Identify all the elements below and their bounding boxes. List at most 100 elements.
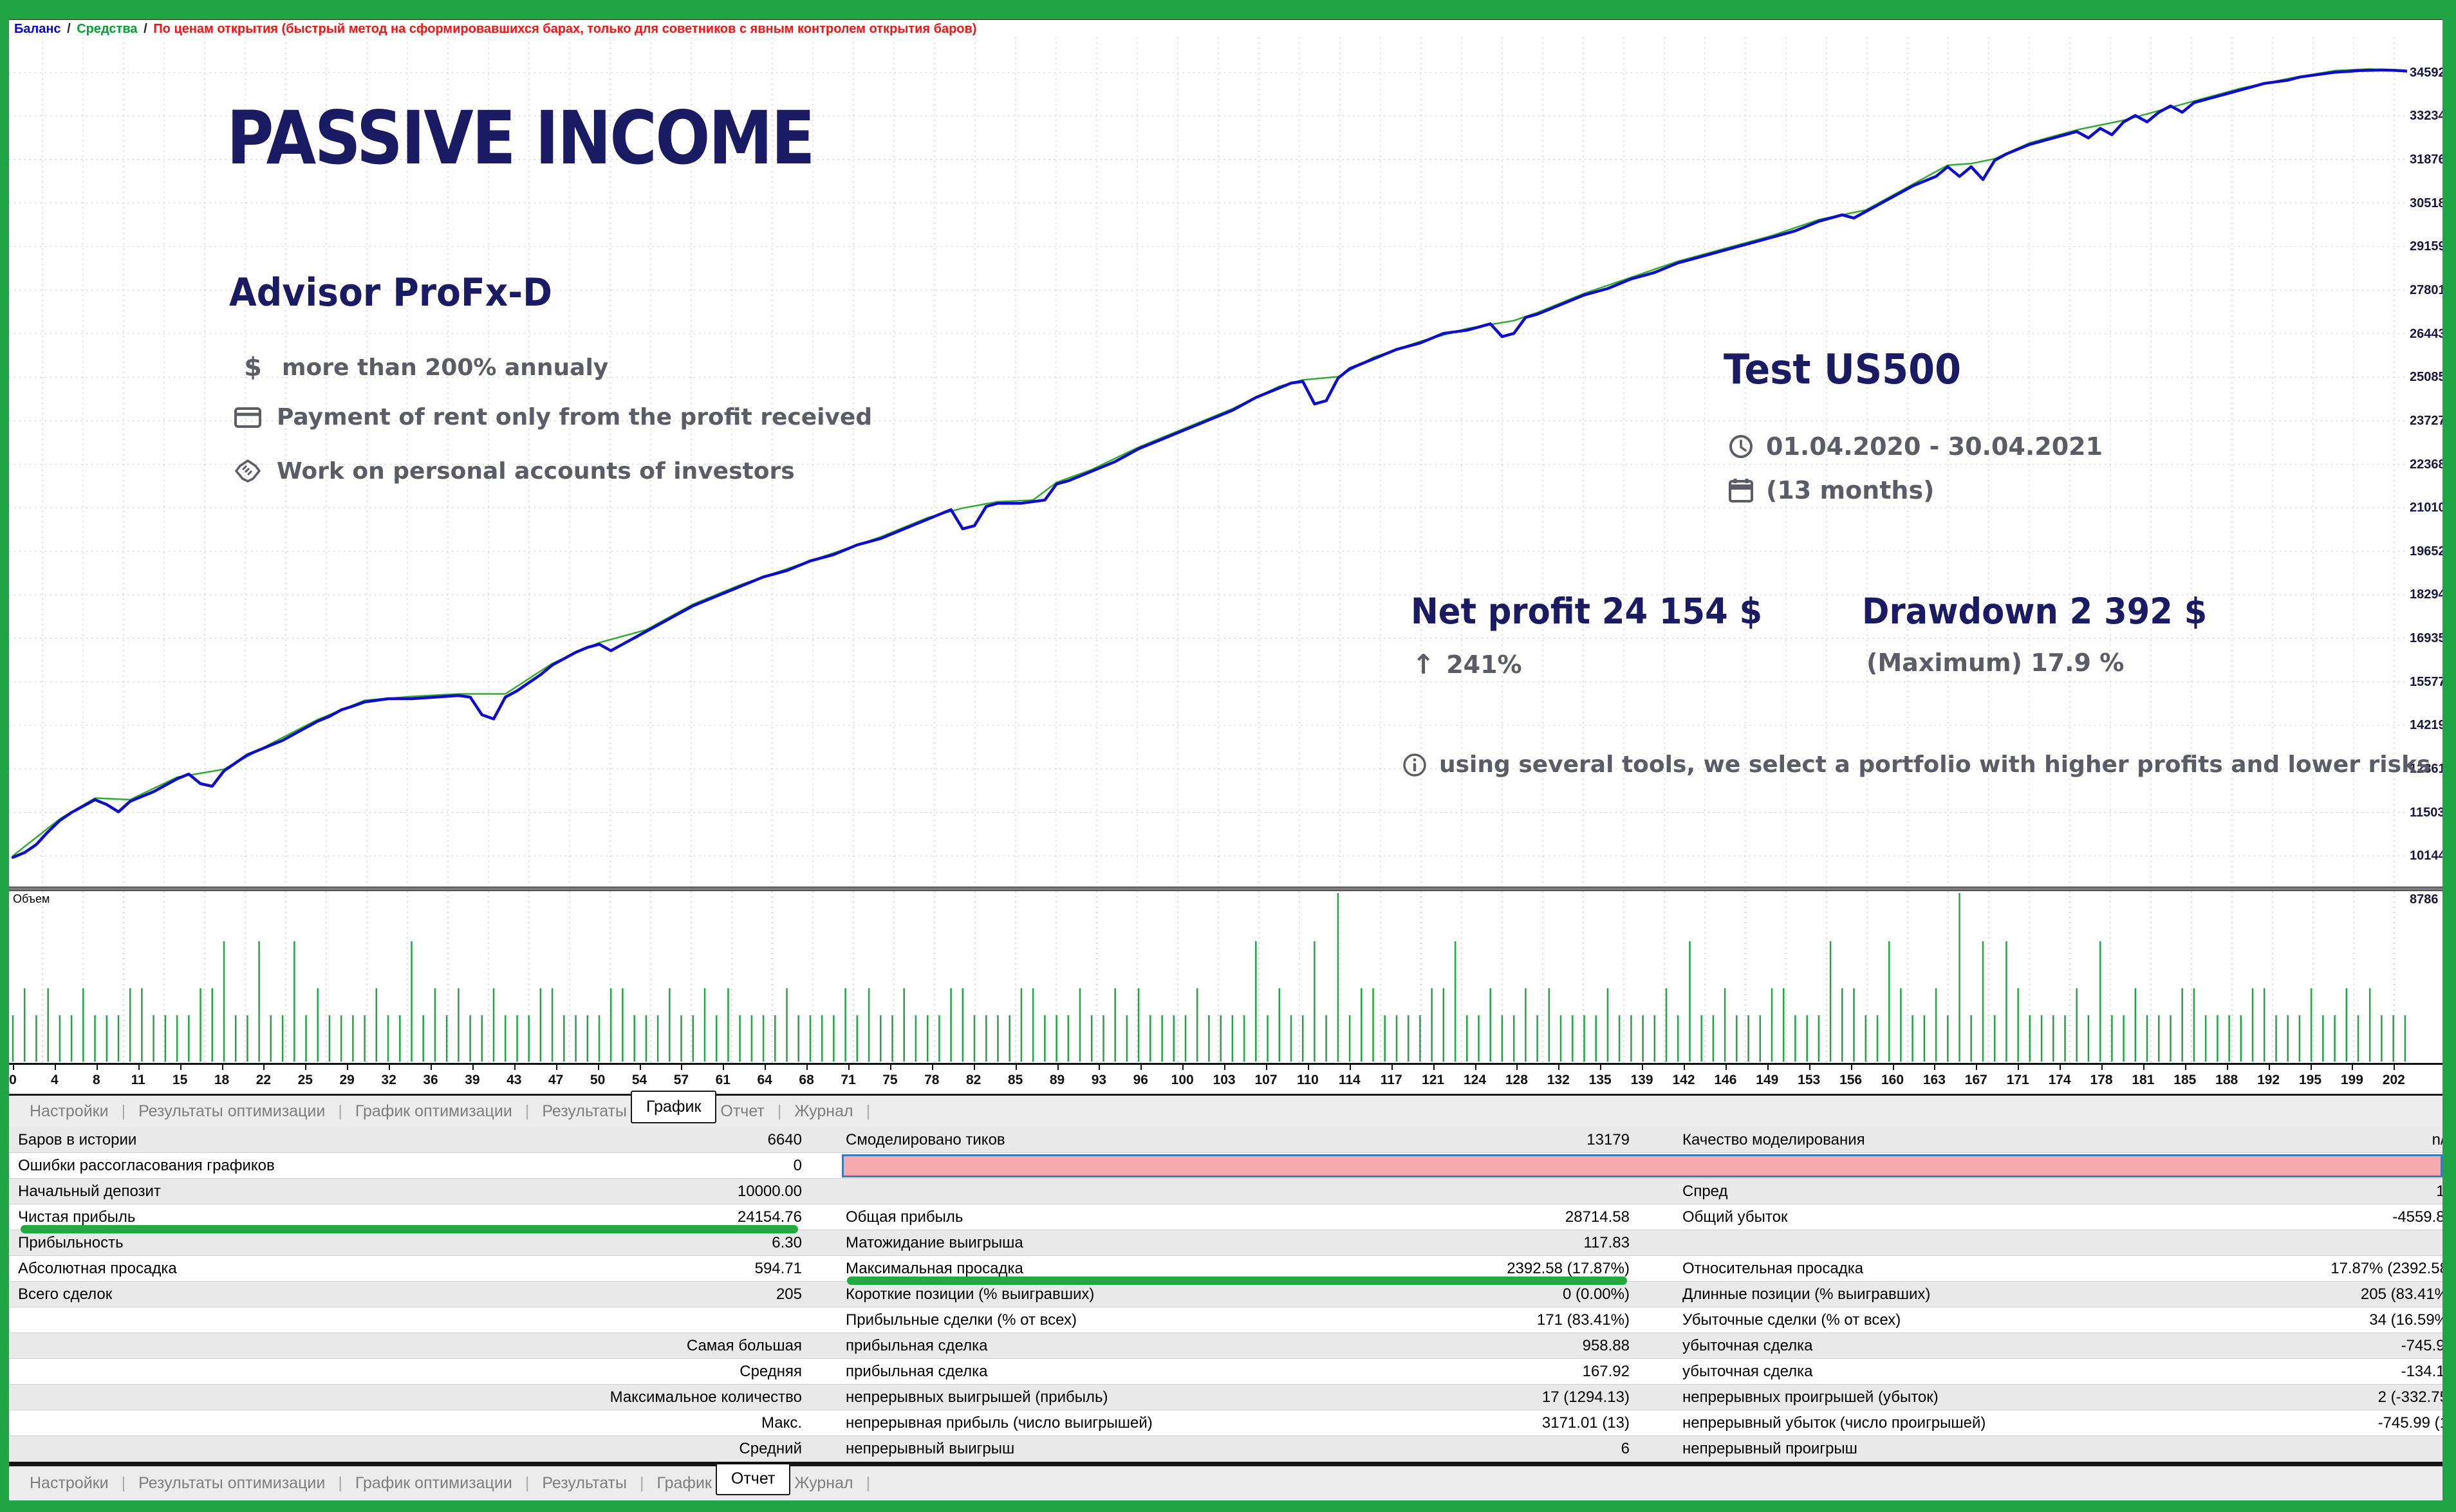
report-value: 0 (0.00%): [1562, 1286, 1630, 1303]
report-label: Убыточные сделки (% от всех): [1682, 1311, 1901, 1329]
tab-отчет[interactable]: Отчет: [720, 1102, 765, 1120]
x-axis-tick: [2226, 1065, 2228, 1070]
tab-журнал[interactable]: Журнал: [794, 1102, 853, 1120]
tab-separator: |: [639, 1474, 644, 1492]
x-axis-label: 25: [297, 1073, 313, 1087]
tab-журнал[interactable]: Журнал: [794, 1474, 853, 1492]
pane-splitter[interactable]: [9, 887, 2442, 891]
y-axis-label: 29159: [2410, 239, 2446, 254]
legend-method: По ценам открытия (быстрый метод на сфор…: [153, 22, 977, 36]
table-row: Баров в истории 6640 Смоделировано тиков 13…: [9, 1127, 2453, 1153]
report-label: Средняя: [740, 1363, 802, 1380]
y-axis-label: 31876: [2410, 152, 2446, 167]
tab-отчет[interactable]: Отчет: [715, 1462, 791, 1495]
x-axis-label: 202: [2382, 1073, 2405, 1087]
x-axis-tick: [931, 1065, 933, 1070]
x-axis-label: 181: [2132, 1073, 2155, 1087]
drawdown-highlight: [847, 1277, 1627, 1285]
x-axis-tick: [180, 1065, 181, 1070]
y-axis-label: 18294: [2410, 587, 2446, 602]
tab-результаты[interactable]: Результаты: [542, 1474, 627, 1492]
report-value: 1: [2003, 1436, 2453, 1462]
report-value: 2392.58 (17.87%): [1507, 1260, 1630, 1277]
y-axis-label: 30518: [2410, 196, 2446, 210]
y-axis-label: 11503: [2410, 805, 2445, 820]
x-axis-tick: [1099, 1065, 1101, 1070]
tab-separator: |: [121, 1474, 126, 1492]
legend-equity: Средства: [77, 22, 138, 36]
tab-separator: |: [777, 1102, 782, 1120]
x-axis-tick: [347, 1065, 349, 1070]
tab-график[interactable]: График: [630, 1091, 717, 1123]
x-axis-tick: [2352, 1065, 2354, 1070]
report-label: прибыльная сделка: [846, 1363, 988, 1380]
x-axis-tick: [2394, 1065, 2396, 1070]
x-axis-label: 47: [548, 1073, 564, 1087]
x-axis-tick: [2101, 1065, 2103, 1070]
tab-результаты-оптимизации[interactable]: Результаты оптимизации: [138, 1102, 326, 1120]
x-axis-label: 114: [1338, 1073, 1361, 1087]
y-axis-label: 25085: [2410, 370, 2446, 385]
y-axis: 3595134592332343187630518291592780126443…: [2407, 19, 2446, 1065]
x-axis-tick: [1642, 1065, 1644, 1070]
tab-результаты[interactable]: Результаты: [542, 1102, 627, 1120]
test-period: 01.04.2020 - 30.04.2021: [1766, 432, 2103, 461]
frame-border-top: [0, 0, 2456, 19]
table-row: Средняя прибыльная сделка 167.92 убыточная …: [9, 1359, 2453, 1385]
report-value: -134.17: [2401, 1363, 2453, 1380]
x-axis-label: 39: [465, 1073, 480, 1087]
tab-настройки[interactable]: Настройки: [30, 1102, 109, 1120]
x-axis-tick: [1224, 1065, 1226, 1070]
report-label: Макс.: [761, 1414, 802, 1432]
card-icon: [233, 406, 263, 429]
x-axis-tick: [514, 1065, 516, 1070]
x-axis-tick: [1266, 1065, 1267, 1070]
report-value: 6640: [767, 1131, 802, 1148]
tab-график-оптимизации[interactable]: График оптимизации: [355, 1474, 512, 1492]
tab-separator: |: [525, 1102, 530, 1120]
net-profit-headline: Net profit 24 154 $: [1411, 591, 1763, 632]
x-axis-label: 178: [2090, 1073, 2113, 1087]
report-value: 6.30: [772, 1234, 802, 1251]
tab-separator: |: [866, 1102, 871, 1120]
report-label: Абсолютная просадка: [18, 1260, 177, 1277]
report-label: Максимальная просадка: [846, 1260, 1023, 1277]
calendar-icon: [1727, 477, 1754, 504]
report-label: Общая прибыль: [846, 1208, 963, 1226]
tab-график[interactable]: График: [656, 1474, 712, 1492]
report-value: 117.83: [1583, 1234, 1630, 1251]
y-axis-label: 10144: [2410, 849, 2446, 863]
x-axis-label: 124: [1463, 1073, 1487, 1087]
tab-результаты-оптимизации[interactable]: Результаты оптимизации: [138, 1474, 326, 1492]
bullet-text: more than 200% annualy: [282, 354, 609, 381]
x-axis-label: 22: [256, 1073, 272, 1087]
tab-график-оптимизации[interactable]: График оптимизации: [355, 1102, 512, 1120]
frame-border-left: [0, 0, 9, 1512]
y-axis-label: 22368: [2410, 457, 2446, 472]
x-axis-label: 71: [841, 1073, 856, 1087]
tab-separator: |: [866, 1474, 871, 1492]
x-axis-tick: [13, 1065, 14, 1070]
report-value: 2 (-332.75): [2377, 1388, 2453, 1406]
tab-настройки[interactable]: Настройки: [30, 1474, 109, 1492]
x-axis-label: 15: [172, 1073, 188, 1087]
y-axis-label: 27801: [2410, 282, 2446, 297]
report-value: 10: [2003, 1179, 2453, 1204]
x-axis-tick: [2143, 1065, 2144, 1070]
x-axis-tick: [2184, 1065, 2186, 1070]
report-label: Длинные позиции (% выигравших): [1682, 1286, 1931, 1303]
x-axis-label: 43: [507, 1073, 522, 1087]
x-axis-tick: [1391, 1065, 1393, 1070]
report-label: Общий убыток: [1682, 1208, 1788, 1226]
x-axis-tick: [2018, 1065, 2020, 1070]
legend-separator: /: [67, 22, 71, 36]
x-axis-label: 149: [1756, 1073, 1779, 1087]
x-axis-label: 54: [631, 1073, 647, 1087]
x-axis-label: 36: [423, 1073, 438, 1087]
report-label: непрерывных выигрышей (прибыль): [846, 1388, 1108, 1406]
x-axis-tick: [221, 1065, 223, 1070]
x-axis-tick: [54, 1065, 56, 1070]
report-label: непрерывных проигрышей (убыток): [1682, 1388, 1939, 1406]
table-row: Максимальное количество непрерывных выигр…: [9, 1385, 2453, 1410]
x-axis-label: 8: [92, 1073, 100, 1087]
